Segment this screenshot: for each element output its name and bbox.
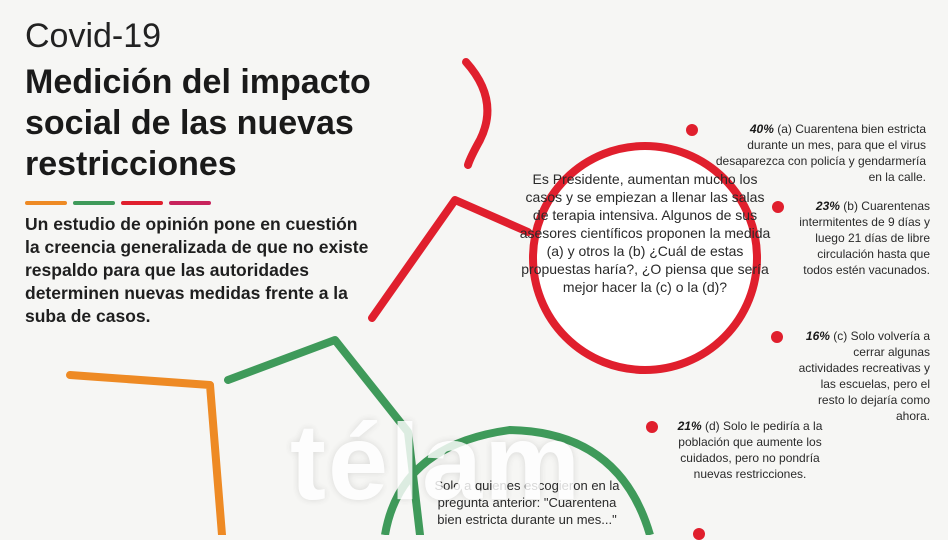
accent-bar-magenta [169,201,211,205]
green-circle-arc [381,425,654,535]
option-c-percent: 16% [805,329,830,343]
option-b: 23% (b) Cuarentenas intermitentes de 9 d… [772,198,930,278]
red-connector [368,196,532,322]
option-d-percent: 21% [677,419,702,433]
telam-watermark: télam [290,401,583,522]
page-subtitle: Un estudio de opinión pone en cuestión l… [25,214,369,326]
survey-question: Es Presidente, aumentan mucho los casos … [519,171,771,295]
next-option-dot [693,528,705,540]
option-a-percent: 40% [749,122,774,136]
red-arc [462,58,492,169]
option-d-dot [646,421,658,433]
option-a-dot [686,124,698,136]
question-circle [529,142,761,374]
topic-label: Covid-19 [25,17,162,55]
page-title: Medición del impacto social de las nueva… [25,63,371,183]
option-d-text: (d) Solo le pediría a la población que a… [678,419,823,481]
green-connector [224,336,424,535]
option-b-text: (b) Cuarentenas intermitentes de 9 días … [799,199,930,277]
option-a: 40% (a) Cuarentena bien estricta durante… [686,121,926,185]
followup-question: Solo a quienes escogieron en la pregunta… [434,478,620,527]
option-a-text: (a) Cuarentena bien estricta durante un … [715,122,926,184]
accent-bar-orange [25,201,67,205]
option-b-percent: 23% [815,199,840,213]
accent-bar-red [121,201,163,205]
accent-bar-green [73,201,115,205]
option-c: 16% (c) Solo volvería a cerrar algunas a… [771,328,930,424]
option-d: 21% (d) Solo le pediría a la población q… [646,418,840,482]
option-b-dot [772,201,784,213]
option-c-dot [771,331,783,343]
orange-connector [66,371,226,535]
option-c-text: (c) Solo volvería a cerrar algunas activ… [798,329,930,423]
